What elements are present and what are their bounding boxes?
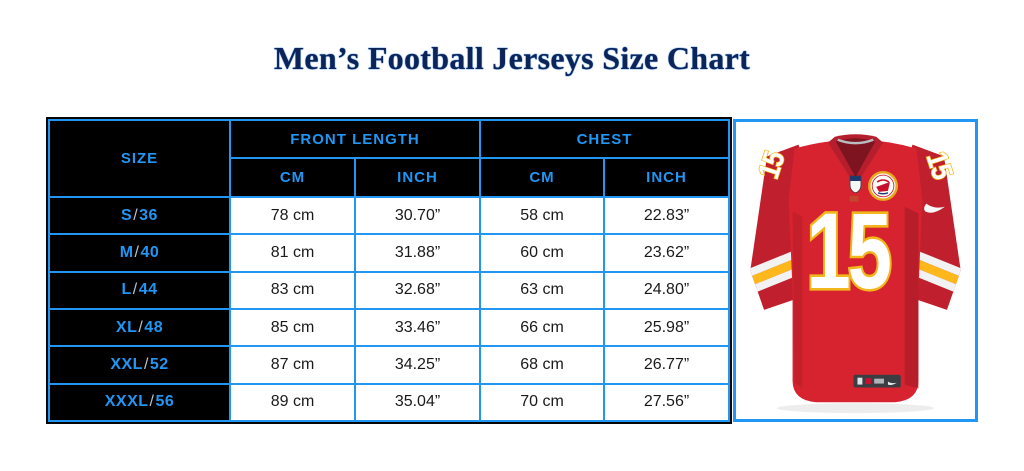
jersey-shadow	[776, 403, 935, 414]
chest-inch-cell: 22.83”	[603, 195, 730, 236]
size-chart-table: SIZE FRONT LENGTH CHEST CM INCH CM INCH …	[46, 117, 732, 424]
header-front-cm: CM	[229, 157, 356, 198]
size-separator: /	[134, 243, 140, 261]
nike-swoosh-icon	[924, 203, 945, 213]
chest-cm-cell: 68 cm	[479, 345, 605, 385]
header-front-inch: INCH	[354, 157, 481, 198]
side-mesh-panel	[904, 206, 919, 389]
collar-tab	[849, 195, 859, 202]
header-chest-inch: INCH	[603, 157, 730, 198]
size-separator: /	[132, 281, 138, 299]
chest-inch-cell: 26.77”	[603, 345, 730, 385]
table-row-s36: S/36 78 cm 30.70” 58 cm 22.83”	[48, 195, 730, 236]
collar-trim	[837, 138, 874, 145]
chart-area: SIZE FRONT LENGTH CHEST CM INCH CM INCH …	[46, 117, 978, 424]
front-cm-cell: 87 cm	[229, 345, 356, 385]
front-cm-cell: 89 cm	[229, 382, 356, 423]
team-patch-icon	[868, 170, 899, 201]
front-cm-cell: 81 cm	[229, 233, 356, 273]
size-separator: /	[149, 393, 155, 411]
tag-nfl-shield-icon	[857, 377, 863, 385]
table-row-xxl52: XXL/52 87 cm 34.25” 68 cm 26.77”	[48, 345, 730, 385]
chest-inch-cell: 23.62”	[603, 233, 730, 273]
table-row-l44: L/44 83 cm 32.68” 63 cm 24.80”	[48, 270, 730, 310]
front-cm-cell: 78 cm	[229, 195, 356, 236]
tag-swoosh-icon	[887, 381, 897, 386]
front-inch-cell: 35.04”	[354, 382, 481, 423]
chest-number: 15	[806, 192, 889, 312]
size-separator: /	[143, 355, 149, 373]
size-cell: M/40	[48, 233, 231, 273]
front-inch-cell: 31.88”	[354, 233, 481, 273]
size-cell: L/44	[48, 270, 231, 310]
front-cm-cell: 85 cm	[229, 307, 356, 348]
nfl-shield-icon	[849, 175, 862, 194]
chest-cm-cell: 66 cm	[479, 307, 605, 348]
size-cell: S/36	[48, 195, 231, 236]
size-separator: /	[138, 318, 144, 336]
v-neck-collar	[827, 134, 884, 186]
tag-red-mark	[865, 378, 872, 385]
chest-cm-cell: 58 cm	[479, 195, 605, 236]
size-separator: /	[133, 206, 139, 224]
front-inch-cell: 30.70”	[354, 195, 481, 236]
header-chest-cm: CM	[479, 157, 605, 198]
chest-cm-cell: 60 cm	[479, 233, 605, 273]
front-cm-cell: 83 cm	[229, 270, 356, 310]
header-size: SIZE	[48, 119, 231, 198]
size-cell: XXL/52	[48, 345, 231, 385]
size-cell: XL/48	[48, 307, 231, 348]
table-row-xxxl56: XXXL/56 89 cm 35.04” 70 cm 27.56”	[48, 382, 730, 423]
chest-inch-cell: 27.56”	[603, 382, 730, 423]
front-inch-cell: 33.46”	[354, 307, 481, 348]
front-inch-cell: 34.25”	[354, 345, 481, 385]
chest-inch-cell: 25.98”	[603, 307, 730, 348]
jock-tag	[853, 374, 901, 388]
chest-cm-cell: 70 cm	[479, 382, 605, 423]
size-cell: XXXL/56	[48, 382, 231, 423]
jersey-illustration: 15 15 15	[750, 134, 961, 414]
chest-cm-cell: 63 cm	[479, 270, 605, 310]
chest-inch-cell: 24.80”	[603, 270, 730, 310]
page-title: Men’s Football Jerseys Size Chart	[273, 40, 751, 76]
front-inch-cell: 32.68”	[354, 270, 481, 310]
table-row-xl48: XL/48 85 cm 33.46” 66 cm 25.98”	[48, 307, 730, 348]
jersey-product-image: 15 15 15	[733, 119, 978, 422]
tag-label	[874, 378, 885, 384]
jersey-torso	[788, 139, 923, 403]
table-row-m40: M/40 81 cm 31.88” 60 cm 23.62”	[48, 233, 730, 273]
header-chest: CHEST	[479, 119, 730, 159]
header-front-length: FRONT LENGTH	[229, 119, 481, 159]
